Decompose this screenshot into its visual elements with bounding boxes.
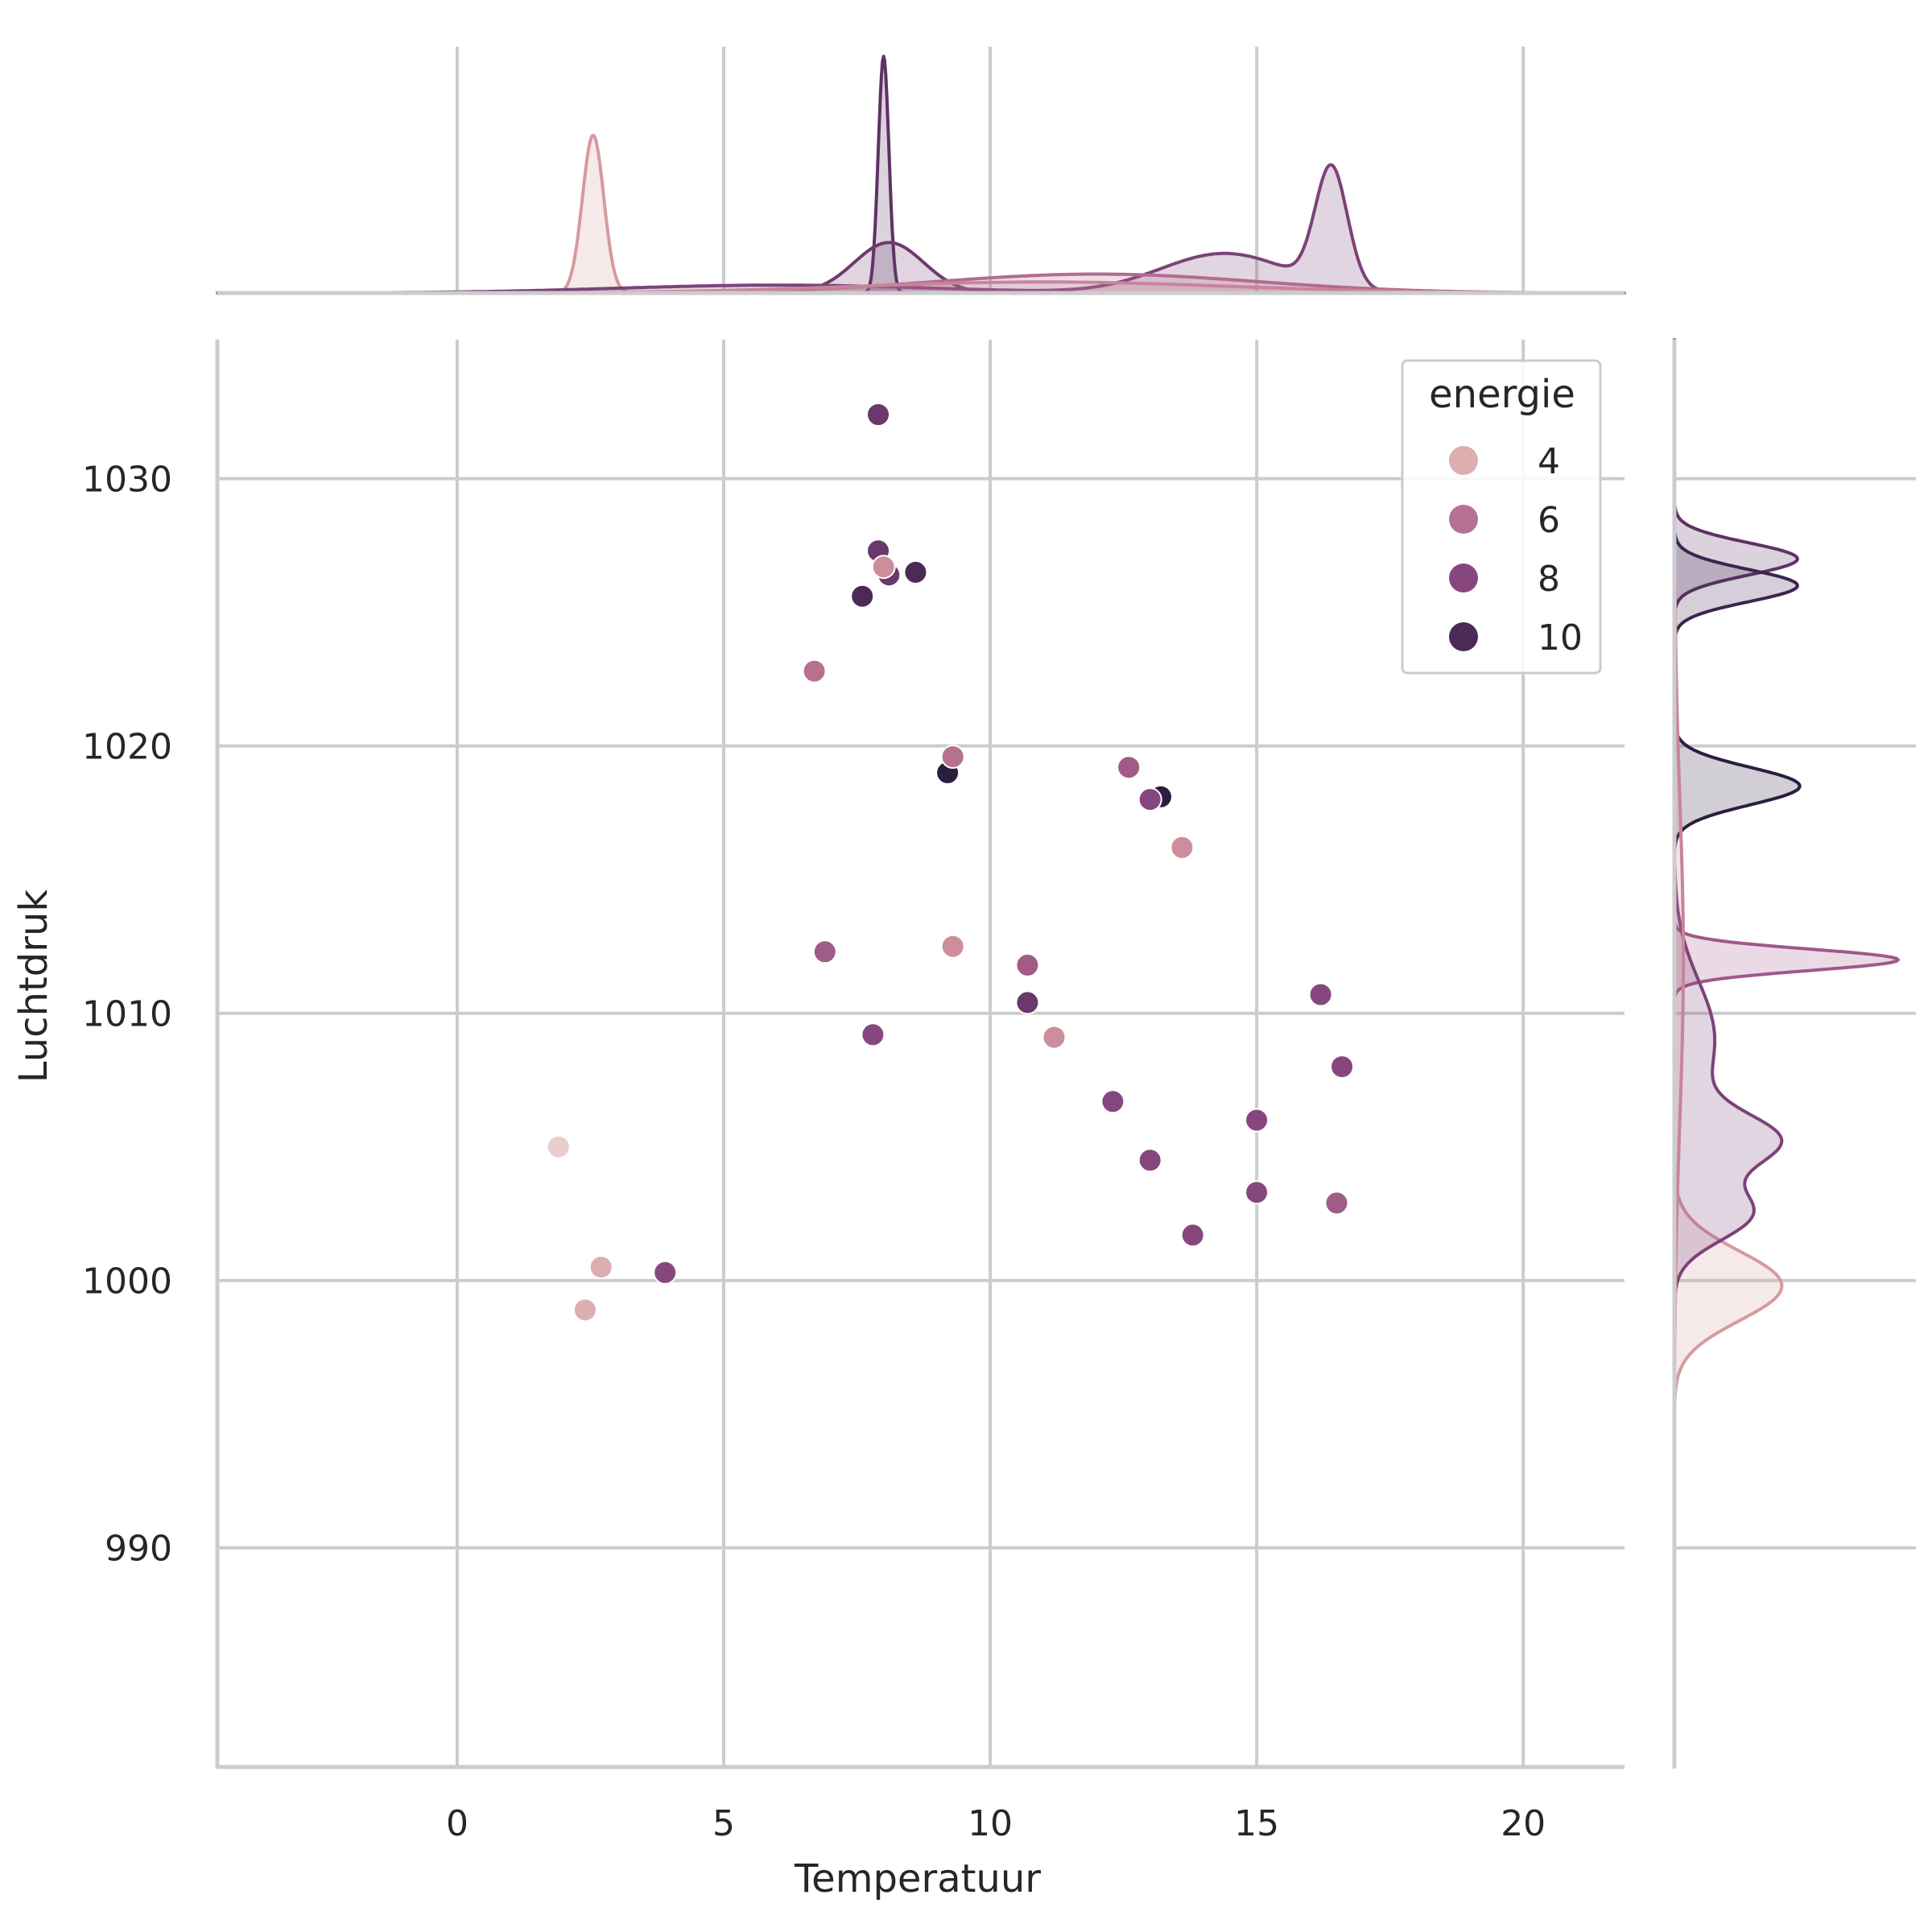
scatter-point-13 [903, 559, 928, 584]
legend-label-8: 8 [1538, 559, 1560, 600]
legend-marker-4 [1449, 446, 1478, 475]
scatter-point-18 [1015, 990, 1040, 1015]
y-tick-label-1030: 1030 [82, 460, 172, 501]
legend-label-4: 4 [1538, 441, 1560, 482]
legend-title: energie [1429, 372, 1575, 417]
legend-marker-6 [1449, 505, 1478, 534]
scatter-point-2 [588, 1255, 613, 1280]
scatter-point-15 [940, 745, 965, 769]
x-tick-label-10: 10 [968, 1803, 1013, 1844]
x-tick-label-15: 15 [1234, 1803, 1279, 1844]
scatter-point-21 [1117, 755, 1141, 780]
scatter-point-3 [572, 1298, 597, 1323]
y-tick-label-1010: 1010 [82, 994, 172, 1035]
x-tick-label-20: 20 [1501, 1803, 1546, 1844]
scatter-point-9 [866, 402, 890, 427]
scatter-point-25 [1137, 1148, 1162, 1173]
scatter-point-27 [1245, 1108, 1269, 1133]
x-tick-labels: 0 5 10 15 20 [446, 1803, 1546, 1844]
scatter-point-20 [1100, 1089, 1125, 1114]
axis-spines [215, 291, 1677, 1769]
main-grid [217, 340, 1624, 1767]
scatter-point-1 [546, 1134, 571, 1159]
scatter-points [546, 402, 1355, 1323]
scatter-point-4 [653, 1260, 678, 1285]
scatter-point-19 [1042, 1025, 1067, 1050]
x-tick-label-5: 5 [712, 1803, 735, 1844]
scatter-point-12 [871, 555, 896, 580]
scatter-point-16 [940, 934, 965, 959]
legend-label-10: 10 [1538, 617, 1583, 658]
top-kde-energie-10 [216, 55, 1626, 295]
y-axis-label: Luchtdruk [11, 890, 56, 1084]
x-tick-label-0: 0 [446, 1803, 469, 1844]
y-tick-labels: 990 1000 1010 1020 1030 [82, 460, 172, 1570]
y-tick-label-1020: 1020 [82, 727, 172, 768]
y-tick-label-990: 990 [105, 1529, 172, 1570]
scatter-point-7 [850, 584, 875, 609]
scatter-point-24 [1170, 835, 1195, 860]
scatter-point-28 [1245, 1180, 1269, 1205]
legend-marker-10 [1449, 622, 1478, 651]
legend-marker-8 [1449, 564, 1478, 592]
scatter-point-6 [812, 939, 837, 964]
scatter-point-26 [1180, 1223, 1205, 1248]
right-marginal-grid [1674, 477, 1916, 1550]
scatter-point-8 [861, 1022, 886, 1047]
legend-frame [1401, 359, 1602, 675]
scatter-point-31 [1330, 1055, 1355, 1080]
scatter-point-29 [1308, 982, 1333, 1007]
scatter-point-5 [802, 658, 827, 683]
top-marginal-grid [455, 47, 1525, 293]
right-marginal-kde [1673, 338, 1900, 1769]
x-axis-label: Temperatuur [794, 1856, 1041, 1901]
top-marginal-kde [216, 55, 1626, 295]
scatter-point-30 [1324, 1191, 1349, 1216]
y-tick-label-1000: 1000 [82, 1261, 172, 1302]
legend: energie 4 6 8 10 [1401, 359, 1602, 675]
scatter-point-17 [1015, 952, 1040, 977]
legend-label-6: 6 [1538, 500, 1560, 541]
scatter-point-23 [1137, 787, 1162, 812]
